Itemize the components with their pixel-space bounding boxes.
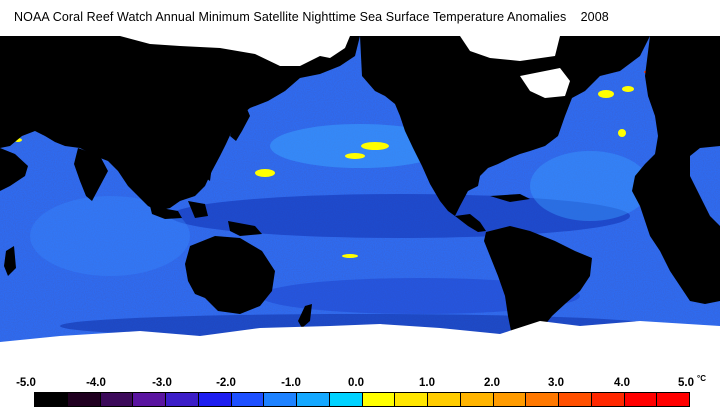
colorbar-swatch xyxy=(198,393,232,406)
tick-label: 1.0 xyxy=(419,377,435,389)
south-america xyxy=(484,226,592,364)
antarctic-ice xyxy=(0,321,720,364)
new-guinea xyxy=(228,221,262,236)
asia xyxy=(0,36,360,211)
tick-label: 5.0 xyxy=(678,377,694,389)
colorbar-swatch xyxy=(559,393,592,406)
landmasses xyxy=(0,36,720,364)
tick-label: 3.0 xyxy=(548,377,564,389)
warm-region-indian xyxy=(30,196,190,276)
page-title: NOAA Coral Reef Watch Annual Minimum Sat… xyxy=(14,10,609,24)
colorbar-swatch xyxy=(264,393,297,406)
indonesia-1 xyxy=(150,206,182,219)
tick-label: 0.0 xyxy=(348,377,364,389)
colorbar-swatch xyxy=(362,393,396,406)
cold-band-equatorial xyxy=(170,194,630,238)
colorbar-swatch xyxy=(133,393,166,406)
philippines xyxy=(203,161,212,181)
colorbar-swatch xyxy=(35,393,68,406)
colorbar-tick-labels: -5.0 -4.0 -3.0 -2.0 -1.0 0.0 1.0 2.0 3.0… xyxy=(0,377,720,391)
colorbar xyxy=(34,392,690,407)
japan xyxy=(230,104,250,141)
madagascar xyxy=(4,246,16,276)
colorbar-unit: °C xyxy=(697,374,706,383)
tick-label: 2.0 xyxy=(484,377,500,389)
colorbar-swatch xyxy=(231,393,265,406)
colorbar-swatch xyxy=(624,393,658,406)
colorbar-swatch xyxy=(460,393,494,406)
central-america xyxy=(455,214,486,232)
warm-region-north-pacific xyxy=(270,124,450,168)
greenland xyxy=(560,36,640,71)
colorbar-swatch xyxy=(526,393,559,406)
colorbar-swatch xyxy=(297,393,330,406)
arctic-ice-left xyxy=(120,36,350,66)
cold-band-south xyxy=(260,278,580,314)
tick-label: -3.0 xyxy=(152,377,172,389)
australia xyxy=(185,236,275,314)
colorbar-swatch xyxy=(591,393,625,406)
new-zealand xyxy=(298,304,312,328)
sea-ice xyxy=(0,36,720,364)
colorbar-swatch xyxy=(329,393,363,406)
world-sst-anomaly-map xyxy=(0,36,720,364)
arctic-ice-hudson xyxy=(520,68,570,98)
tick-label: -5.0 xyxy=(16,377,36,389)
warm-region-atlantic xyxy=(530,151,650,221)
cuba-caribbean xyxy=(490,194,530,202)
colorbar-swatch xyxy=(428,393,461,406)
africa-horn-east xyxy=(0,148,28,191)
colorbar-swatch xyxy=(100,393,134,406)
colorbar-swatch xyxy=(657,393,689,406)
indonesia-2 xyxy=(188,201,208,218)
tick-label: -1.0 xyxy=(281,377,301,389)
colorbar-swatch xyxy=(166,393,199,406)
tick-label: -4.0 xyxy=(86,377,106,389)
arctic-ice-north xyxy=(460,36,560,61)
colorbar-swatch xyxy=(67,393,101,406)
tick-label: 4.0 xyxy=(614,377,630,389)
colorbar-swatch xyxy=(395,393,428,406)
tick-label: -2.0 xyxy=(216,377,236,389)
north-america xyxy=(360,36,650,216)
colorbar-swatch xyxy=(493,393,527,406)
europe-africa xyxy=(632,36,720,304)
india xyxy=(74,148,108,201)
